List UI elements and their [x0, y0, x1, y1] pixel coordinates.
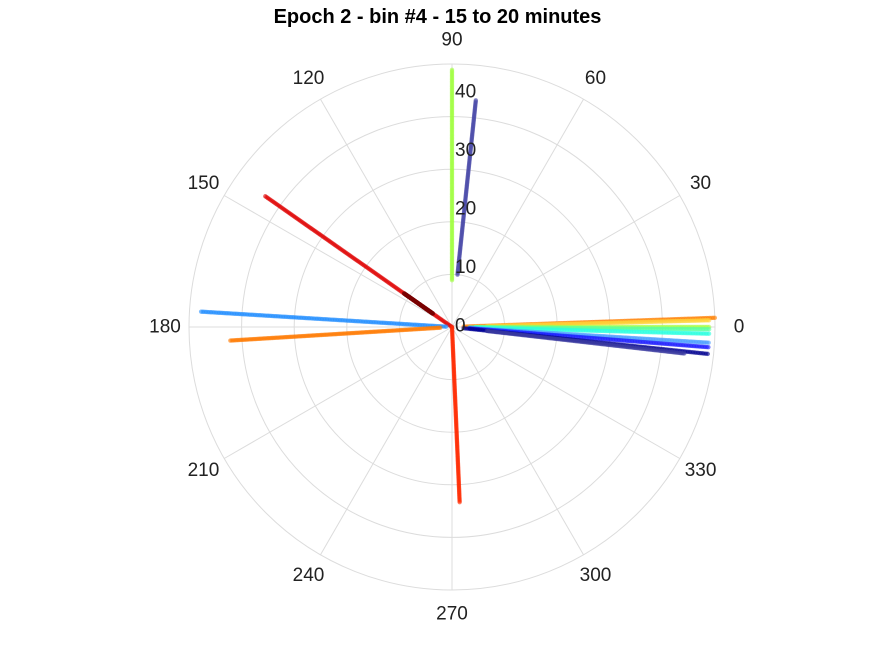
data-point [706, 340, 711, 345]
data-series [449, 67, 455, 283]
data-series [228, 325, 443, 343]
data-point [401, 291, 407, 296]
radial-tick-label: 0 [455, 316, 466, 337]
data-point [682, 351, 687, 356]
data-point [706, 327, 712, 332]
radial-tick-label: 10 [455, 257, 476, 278]
data-point [473, 98, 479, 103]
data-series [401, 291, 436, 316]
grid-spoke [320, 326, 453, 556]
data-point [263, 194, 268, 199]
angle-tick-label: 120 [293, 68, 325, 89]
data-point [712, 315, 718, 321]
angle-tick-label: 210 [188, 460, 220, 481]
data-series [484, 328, 687, 356]
angle-tick-label: 30 [690, 173, 711, 194]
data-series [455, 98, 479, 277]
data-series [198, 309, 449, 329]
angle-tick-label: 90 [441, 30, 462, 51]
data-point [706, 318, 712, 323]
data-series [473, 325, 712, 332]
data-point [706, 331, 712, 336]
data-layer [198, 67, 718, 505]
angle-tick-label: 330 [685, 460, 717, 481]
grid-spoke [451, 326, 681, 459]
radial-tick-label: 30 [455, 140, 476, 161]
label-layer: 0 30 60 90 120 150 180 210 240 270 300 330 0 10 20 30 40 [149, 30, 744, 625]
grid-spoke [451, 98, 584, 328]
grid-spoke [223, 195, 453, 328]
angle-tick-label: 240 [293, 565, 325, 586]
angle-tick-label: 270 [436, 604, 468, 625]
chart-title: Epoch 2 - bin #4 - 15 to 20 minutes [273, 6, 602, 28]
data-point [449, 67, 455, 73]
radial-tick-label: 40 [455, 82, 476, 103]
data-point [198, 309, 204, 314]
grid-spoke [320, 98, 453, 328]
grid-spoke [223, 326, 453, 459]
radial-tick-label: 20 [455, 199, 476, 220]
angle-tick-label: 0 [734, 317, 745, 338]
angle-tick-label: 60 [585, 68, 606, 89]
grid-spoke [451, 195, 681, 328]
grid-spoke [451, 326, 584, 556]
data-point [706, 344, 711, 350]
data-point [705, 351, 710, 357]
data-point [228, 338, 233, 343]
angle-tick-label: 150 [188, 173, 220, 194]
data-point [457, 499, 462, 505]
angle-tick-label: 180 [149, 317, 181, 338]
angle-tick-label: 300 [580, 565, 612, 586]
data-series [449, 324, 462, 505]
